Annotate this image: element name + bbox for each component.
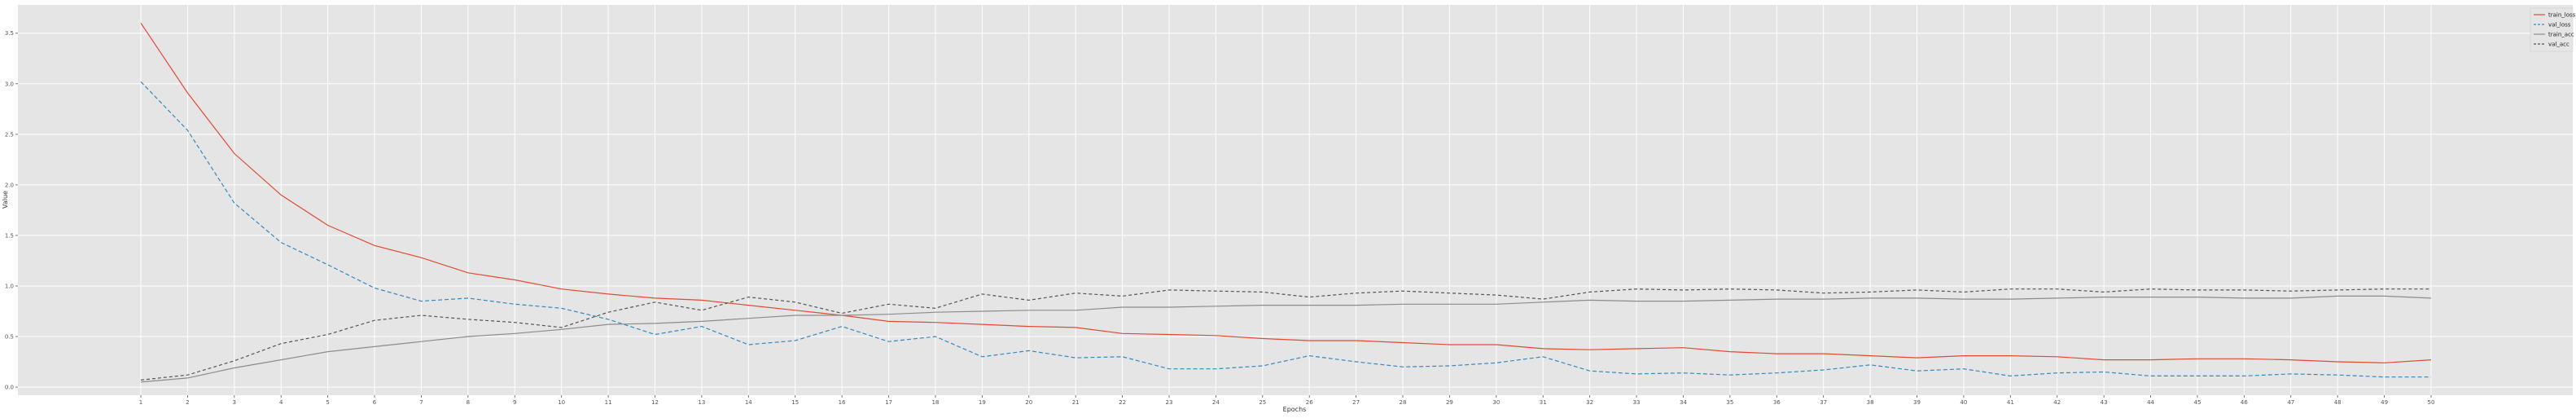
x-tick-label: 13 [698,399,705,406]
x-tick-label: 31 [1540,399,1547,406]
x-tick-label: 40 [1960,399,1967,406]
y-tick-label: 2.0 [5,182,14,188]
plot-background [18,5,2573,395]
x-tick-label: 43 [2101,399,2108,406]
x-tick-label: 41 [2007,399,2014,406]
y-tick-label: 0.0 [5,385,14,391]
y-tick-label: 1.0 [5,283,14,289]
x-axis-label: Epochs [1283,406,1307,413]
legend-label: train_acc [2548,32,2574,38]
x-tick-label: 10 [558,399,565,406]
x-tick-label: 4 [279,399,283,406]
series-line-train-acc [140,295,2432,383]
x-tick-label: 36 [1773,399,1781,406]
x-tick-label: 28 [1400,399,1407,406]
legend: train_loss val_loss train_acc val_acc [2530,7,2576,52]
legend-box [2530,7,2574,52]
x-axis-ticks: 1 2 3 4 5 6 7 8 9 10 11 12 13 14 15 16 17 18 19 20 21 22 23 24 2… [139,395,2435,406]
x-tick-label: 12 [651,399,659,406]
x-tick-label: 5 [326,399,329,406]
x-tick-label: 1 [139,399,142,406]
x-tick-label: 8 [467,399,470,406]
x-tick-label: 30 [1492,399,1500,406]
grid [18,5,2573,395]
legend-label: val_acc [2548,42,2569,48]
series-line-val-acc [140,288,2431,381]
x-tick-label: 37 [1820,399,1827,406]
x-tick-label: 39 [1913,399,1921,406]
y-axis-label: Value [2,191,9,209]
x-tick-label: 38 [1867,399,1874,406]
y-tick-label: 2.5 [5,131,14,138]
legend-label: val_loss [2548,22,2571,29]
x-tick-label: 2 [186,399,189,406]
series-line-val-loss [140,81,2431,378]
x-tick-label: 44 [2147,399,2154,406]
x-tick-label: 15 [791,399,799,406]
x-tick-label: 29 [1446,399,1453,406]
y-tick-label: 0.5 [5,334,14,341]
x-tick-label: 24 [1212,399,1220,406]
x-tick-label: 48 [2334,399,2342,406]
x-tick-label: 22 [1119,399,1126,406]
series-layer [140,22,2432,383]
x-tick-label: 27 [1352,399,1360,406]
y-tick-label: 1.5 [5,232,14,239]
x-tick-label: 11 [605,399,612,406]
x-tick-label: 7 [419,399,423,406]
x-tick-label: 25 [1259,399,1266,406]
x-tick-label: 49 [2381,399,2388,406]
x-tick-label: 45 [2193,399,2201,406]
x-tick-label: 9 [513,399,516,406]
x-tick-label: 34 [1680,399,1687,406]
x-tick-label: 14 [745,399,752,406]
x-tick-label: 21 [1072,399,1080,406]
legend-label: train_loss [2548,12,2576,19]
x-tick-label: 3 [233,399,236,406]
x-tick-label: 46 [2241,399,2248,406]
y-axis-ticks: 0.0 0.5 1.0 1.5 2.0 2.5 3.0 3.5 [5,30,18,391]
series-line-train-loss [140,22,2432,363]
x-tick-label: 23 [1166,399,1173,406]
x-tick-label: 47 [2287,399,2294,406]
x-tick-label: 6 [373,399,377,406]
x-tick-label: 32 [1586,399,1593,406]
x-tick-label: 19 [979,399,986,406]
x-tick-label: 33 [1633,399,1641,406]
x-tick-label: 35 [1726,399,1733,406]
y-tick-label: 3.0 [5,81,14,87]
x-tick-label: 20 [1025,399,1032,406]
x-tick-label: 26 [1306,399,1313,406]
x-tick-label: 50 [2428,399,2435,406]
x-tick-label: 17 [885,399,892,406]
x-tick-label: 18 [931,399,939,406]
y-tick-label: 3.5 [5,30,14,37]
x-tick-label: 16 [839,399,846,406]
x-tick-label: 42 [2053,399,2061,406]
